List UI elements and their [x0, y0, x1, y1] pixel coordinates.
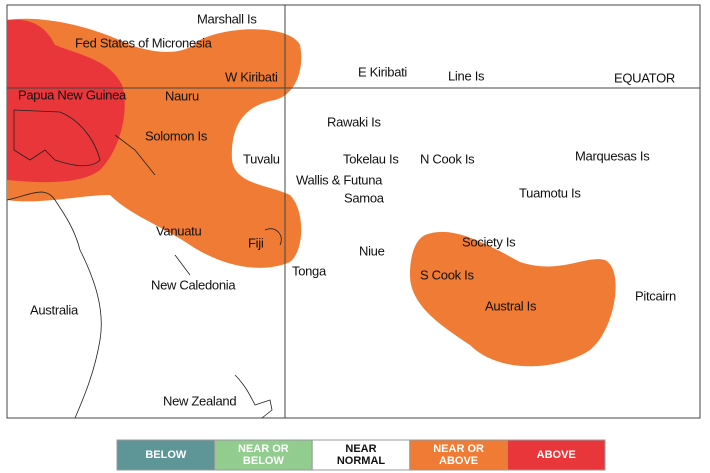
- legend-label: BELOW: [243, 455, 285, 467]
- place-labels: Marshall Is Fed States of Micronesia W Kir…: [18, 11, 676, 408]
- place-label: Tuvalu: [243, 151, 280, 166]
- place-label: Pitcairn: [635, 288, 676, 303]
- place-label: New Zealand: [163, 393, 236, 408]
- near-or-above-region: [410, 231, 616, 367]
- place-label: Society Is: [462, 234, 516, 249]
- legend-swatch: [506, 439, 606, 471]
- place-label: Samoa: [344, 190, 385, 205]
- legend-label: NEAR OR: [433, 443, 484, 455]
- legend-label: ABOVE: [537, 449, 576, 461]
- place-label: Niue: [359, 243, 385, 258]
- place-label: Tuamotu Is: [519, 185, 581, 200]
- place-label: S Cook Is: [420, 267, 474, 282]
- place-label: Papua New Guinea: [18, 87, 127, 102]
- place-label: Line Is: [448, 68, 485, 83]
- place-label: Solomon Is: [145, 128, 208, 143]
- legend-swatch: [214, 439, 313, 471]
- legend-label: ABOVE: [439, 455, 478, 467]
- land: [114, 134, 282, 419]
- place-label: Wallis & Futuna: [296, 172, 383, 187]
- place-label: Nauru: [165, 88, 199, 103]
- place-label: Marquesas Is: [575, 148, 650, 163]
- place-label: Marshall Is: [197, 11, 257, 26]
- place-label: W Kiribati: [225, 69, 278, 84]
- place-label: New Caledonia: [151, 277, 236, 292]
- place-label: E Kiribati: [358, 64, 407, 79]
- above-region: [7, 19, 125, 183]
- land: [6, 191, 102, 419]
- place-label: Australia: [30, 302, 79, 317]
- land: [13, 109, 101, 167]
- place-label: Vanuatu: [156, 223, 201, 238]
- place-label: Rawaki Is: [327, 114, 381, 129]
- place-label: Tokelau Is: [343, 151, 399, 166]
- place-label: EQUATOR: [614, 70, 675, 85]
- legend-label: NEAR: [345, 443, 376, 455]
- legend-label: BELOW: [145, 449, 187, 461]
- place-label: Tonga: [292, 263, 327, 278]
- place-label: Fiji: [248, 235, 264, 250]
- legend-swatch: [409, 439, 508, 471]
- place-label: Austral Is: [485, 298, 537, 313]
- legend-label: NEAR OR: [238, 443, 289, 455]
- legend-label: NORMAL: [337, 455, 386, 467]
- place-label: Fed States of Micronesia: [75, 35, 213, 50]
- place-label: N Cook Is: [420, 151, 475, 166]
- legend-swatch: [311, 439, 411, 471]
